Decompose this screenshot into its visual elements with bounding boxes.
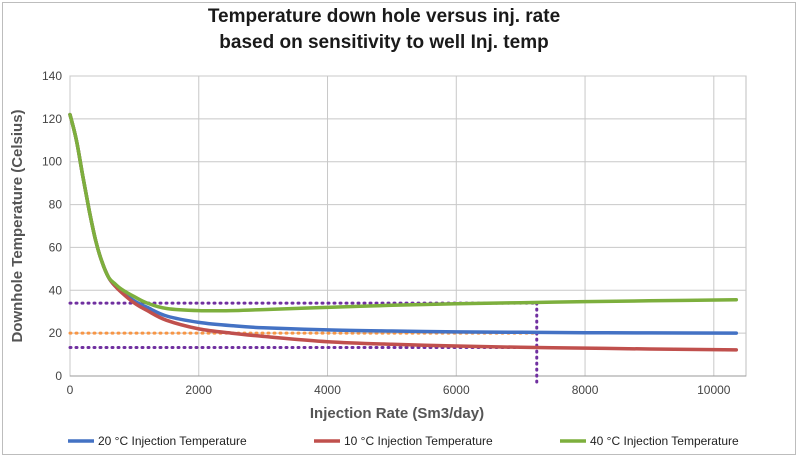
y-tick-label: 40 [49,283,63,297]
y-tick-label: 0 [55,369,62,383]
legend-label-2: 10 °C Injection Temperature [344,434,493,448]
legend: 20 °C Injection Temperature 10 °C Injecti… [68,434,739,448]
x-tick-label: 8000 [572,383,599,397]
x-tick-label: 10000 [697,383,731,397]
x-axis-title: Injection Rate (Sm3/day) [310,405,484,422]
x-tick-label: 6000 [443,383,470,397]
chart-title-line-2: based on sensitivity to well Inj. temp [219,32,548,53]
legend-label-1: 20 °C Injection Temperature [98,434,247,448]
legend-label-3: 40 °C Injection Temperature [590,434,739,448]
y-tick-label: 140 [42,69,62,83]
series-lines [68,112,739,352]
y-tick-label: 20 [49,326,63,340]
y-axis-title: Downhole Temperature (Celsius) [9,109,26,342]
y-tick-label: 100 [42,155,62,169]
y-tick-label: 60 [49,240,63,254]
x-tick-label: 0 [67,383,74,397]
y-tick-label: 120 [42,112,62,126]
x-tick-label: 2000 [185,383,212,397]
chart-title-line-1: Temperature down hole versus inj. rate [208,6,560,27]
y-tick-label: 80 [49,198,63,212]
series-line-3 [68,112,739,313]
x-tick-label: 4000 [314,383,341,397]
y-tick-labels: 0 20 40 60 80 100 120 140 [42,69,62,383]
x-tick-labels: 0 2000 4000 6000 8000 10000 [67,383,731,397]
